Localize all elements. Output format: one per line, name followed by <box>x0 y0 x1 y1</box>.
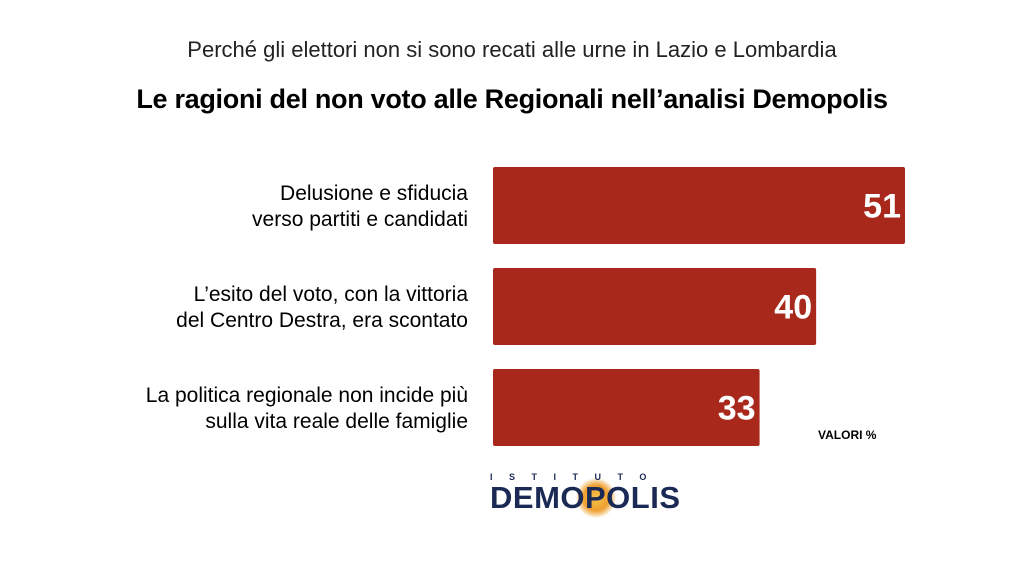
logo-main-text: DEMOPOLIS <box>490 480 681 515</box>
bar-1 <box>493 167 905 244</box>
category-label-2: L’esito del voto, con la vittoria del Cen… <box>176 283 468 332</box>
bar-value-label-3: 33 <box>718 390 756 428</box>
chart-subtitle: Perché gli elettori non si sono recati a… <box>187 37 837 62</box>
demopolis-logo: ISTITUTO DEMOPOLIS <box>490 472 720 520</box>
bar-2 <box>493 268 817 345</box>
bar-value-label-1: 51 <box>863 188 901 226</box>
logo-top-text: ISTITUTO <box>490 472 663 482</box>
bar-3 <box>493 369 760 446</box>
bar-value-label-2: 40 <box>774 289 812 327</box>
category-label-3: La politica regionale non incide più sull… <box>146 384 468 433</box>
chart-title: Le ragioni del non voto alle Regionali n… <box>136 84 888 114</box>
category-label-1: Delusione e sfiducia verso partiti e cand… <box>252 182 468 231</box>
logo-sun-icon <box>576 478 616 518</box>
unit-note: VALORI % <box>818 428 877 442</box>
